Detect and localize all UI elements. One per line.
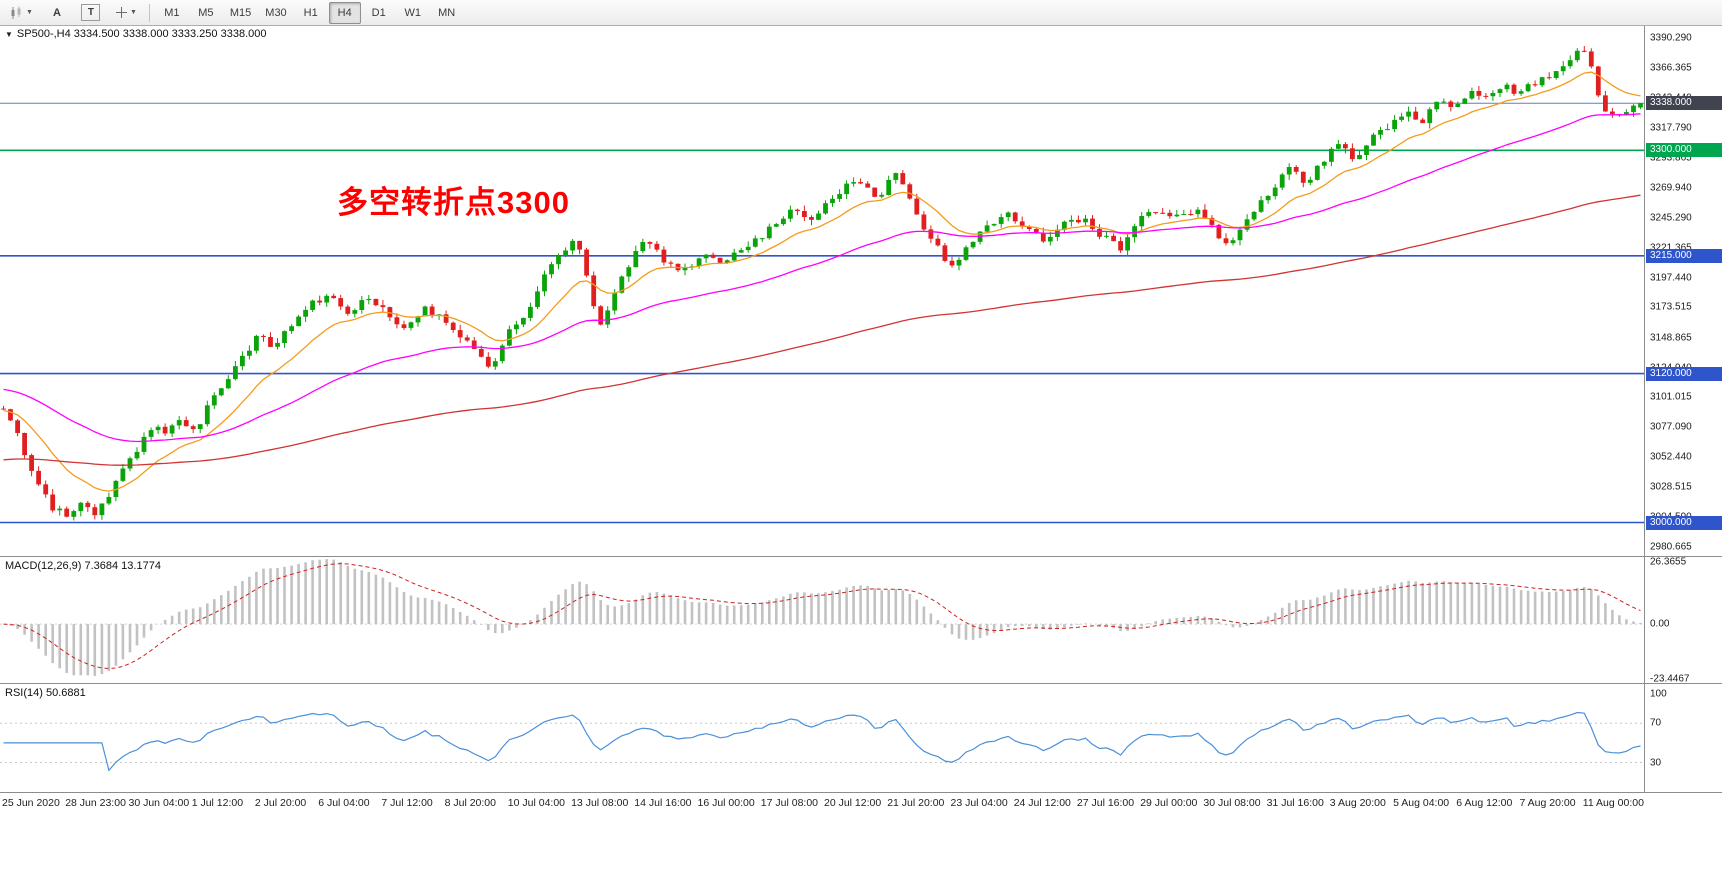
crosshair-tool-button[interactable]: ▼ xyxy=(109,2,143,24)
chart-header: ▼ SP500-,H4 3334.500 3338.000 3333.250 3… xyxy=(5,28,266,40)
timeframe-button-m1[interactable]: M1 xyxy=(164,6,180,19)
macd-plot[interactable] xyxy=(0,557,1644,683)
time-tick-label: 16 Jul 00:00 xyxy=(697,797,755,809)
price-tick: 3148.865 xyxy=(1650,332,1692,344)
price-tag-3338.000: 3338.000 xyxy=(1646,96,1722,111)
price-tick: 2980.665 xyxy=(1650,541,1692,552)
rsi-axis-tick: 100 xyxy=(1650,688,1667,700)
font-tool-button[interactable]: A xyxy=(52,6,61,19)
toolbar-separator xyxy=(148,3,150,22)
price-tag-3000.000: 3000.000 xyxy=(1646,515,1722,530)
price-tick: 3390.290 xyxy=(1650,32,1692,44)
timeframe-button-m5[interactable]: M5 xyxy=(198,6,214,19)
time-tick-label: 27 Jul 16:00 xyxy=(1076,797,1135,809)
rsi-label: RSI(14) 50.6881 xyxy=(5,687,86,699)
time-tick-label: 30 Jun 04:00 xyxy=(128,797,190,809)
time-tick-label: 30 Jul 08:00 xyxy=(1203,797,1261,809)
time-tick-label: 6 Aug 12:00 xyxy=(1456,797,1513,809)
text-label-tool-button[interactable]: T xyxy=(75,2,107,24)
time-tick-label: 5 Aug 04:00 xyxy=(1393,797,1450,809)
crosshair-icon xyxy=(115,7,127,18)
price-tick: 3028.515 xyxy=(1650,481,1692,493)
main-chart-plot[interactable] xyxy=(0,25,1644,556)
time-tick-label: 8 Jul 20:00 xyxy=(444,797,496,809)
time-tick-label: 3 Aug 20:00 xyxy=(1329,797,1386,809)
price-tag-3300.000: 3300.000 xyxy=(1646,143,1722,158)
rsi-line xyxy=(3,711,1641,772)
rsi-axis-tick: 70 xyxy=(1650,717,1662,729)
macd-signal-line xyxy=(3,563,1641,670)
time-tick-label: 23 Jul 04:00 xyxy=(950,797,1008,809)
price-tick: 3366.365 xyxy=(1650,62,1692,74)
time-tick-label: 10 Jul 04:00 xyxy=(507,797,566,809)
time-tick-label: 28 Jun 23:00 xyxy=(65,797,126,809)
candles xyxy=(1,46,1643,521)
timeframe-button-h1[interactable]: H1 xyxy=(303,6,318,19)
rsi-axis-tick: 30 xyxy=(1650,757,1662,768)
time-tick-label: 24 Jul 12:00 xyxy=(1013,797,1071,809)
macd-indicator-panel: MACD(12,26,9) 7.3684 13.1774 26.3655 0.00… xyxy=(0,556,1722,685)
rsi-plot[interactable] xyxy=(0,684,1644,792)
timeframe-button-h4[interactable]: H4 xyxy=(328,1,361,24)
price-tick: 3293.865 xyxy=(1650,152,1692,164)
rsi-axis: 100 70 30 xyxy=(1644,684,1722,792)
chevron-down-icon: ▼ xyxy=(26,9,33,16)
price-axis[interactable]: 3390.2903366.3653342.4403317.7903293.865… xyxy=(1644,25,1722,556)
macd-axis-tick: -23.4467 xyxy=(1650,673,1690,685)
moving-averages xyxy=(3,71,1641,492)
chevron-down-icon: ▼ xyxy=(129,9,137,16)
text-tool-icon: T xyxy=(81,4,101,21)
time-tick-label: 6 Jul 04:00 xyxy=(318,797,370,809)
quick-trade-collapse-icon[interactable]: ▼ xyxy=(5,29,13,39)
horizontal-levels xyxy=(0,102,1644,524)
toolbar: ▼ A T ▼ M1 M5 M15 M30 H1 H4 D1 W1 MN xyxy=(0,0,1722,26)
price-tick: 3317.790 xyxy=(1650,122,1692,134)
chart-title-ohlc: SP500-,H4 3334.500 3338.000 3333.250 333… xyxy=(16,28,267,40)
time-tick-label: 29 Jul 00:00 xyxy=(1140,797,1198,809)
macd-axis: 26.3655 0.00 -23.4467 xyxy=(1644,556,1722,685)
candlestick-chart-icon xyxy=(11,6,21,19)
timeframe-button-m15[interactable]: M15 xyxy=(229,6,252,19)
time-tick-label: 11 Aug 00:00 xyxy=(1582,797,1644,809)
time-tick-label: 21 Jul 20:00 xyxy=(887,797,945,809)
time-tick-label: 31 Jul 16:00 xyxy=(1266,797,1324,809)
time-axis: 25 Jun 2020 28 Jun 23:00 30 Jun 04:00 1 Jul… xyxy=(0,793,1722,817)
price-tick: 3269.940 xyxy=(1650,182,1692,194)
price-tick: 3221.365 xyxy=(1650,242,1692,253)
price-tick: 3173.515 xyxy=(1650,301,1692,313)
time-tick-label: 25 Jun 2020 xyxy=(2,797,60,809)
time-tick-label: 1 Jul 12:00 xyxy=(191,797,244,809)
time-tick-label: 13 Jul 08:00 xyxy=(571,797,629,809)
rsi-indicator-panel: RSI(14) 50.6881 100 70 30 xyxy=(0,684,1722,793)
timeframe-button-mn[interactable]: MN xyxy=(438,6,456,19)
chart-annotation[interactable]: 多空转折点3300 xyxy=(337,185,570,220)
price-tick: 3101.015 xyxy=(1650,391,1692,403)
time-tick-label: 20 Jul 12:00 xyxy=(824,797,882,809)
chart-window: ▼ SP500-,H4 3334.500 3338.000 3333.250 3… xyxy=(0,25,1722,896)
timeframe-button-d1[interactable]: D1 xyxy=(371,6,386,19)
price-tick: 3052.440 xyxy=(1650,451,1692,463)
time-tick-label: 14 Jul 16:00 xyxy=(634,797,692,809)
macd-axis-tick: 0.00 xyxy=(1650,618,1670,630)
timeframe-button-w1[interactable]: W1 xyxy=(404,6,421,19)
timeframe-button-m30[interactable]: M30 xyxy=(265,6,287,19)
macd-label: MACD(12,26,9) 7.3684 13.1774 xyxy=(5,560,161,572)
time-tick-label: 17 Jul 08:00 xyxy=(760,797,819,809)
price-tag-3120.000: 3120.000 xyxy=(1646,366,1722,381)
price-tick: 3197.440 xyxy=(1650,272,1692,283)
price-tick: 3245.290 xyxy=(1650,212,1692,224)
macd-histogram xyxy=(9,559,1642,676)
time-tick-label: 7 Jul 12:00 xyxy=(381,797,433,809)
time-tick-label: 2 Jul 20:00 xyxy=(254,797,307,809)
main-price-panel: ▼ SP500-,H4 3334.500 3338.000 3333.250 3… xyxy=(0,25,1722,557)
timeframe-group: M1 M5 M15 M30 H1 H4 D1 W1 MN xyxy=(155,1,464,24)
macd-axis-tick: 26.3655 xyxy=(1650,556,1687,568)
price-tag-3215.000: 3215.000 xyxy=(1646,248,1722,263)
price-tick: 3077.090 xyxy=(1650,421,1692,433)
time-tick-label: 7 Aug 20:00 xyxy=(1519,797,1576,809)
chart-type-button[interactable]: ▼ xyxy=(4,2,39,24)
